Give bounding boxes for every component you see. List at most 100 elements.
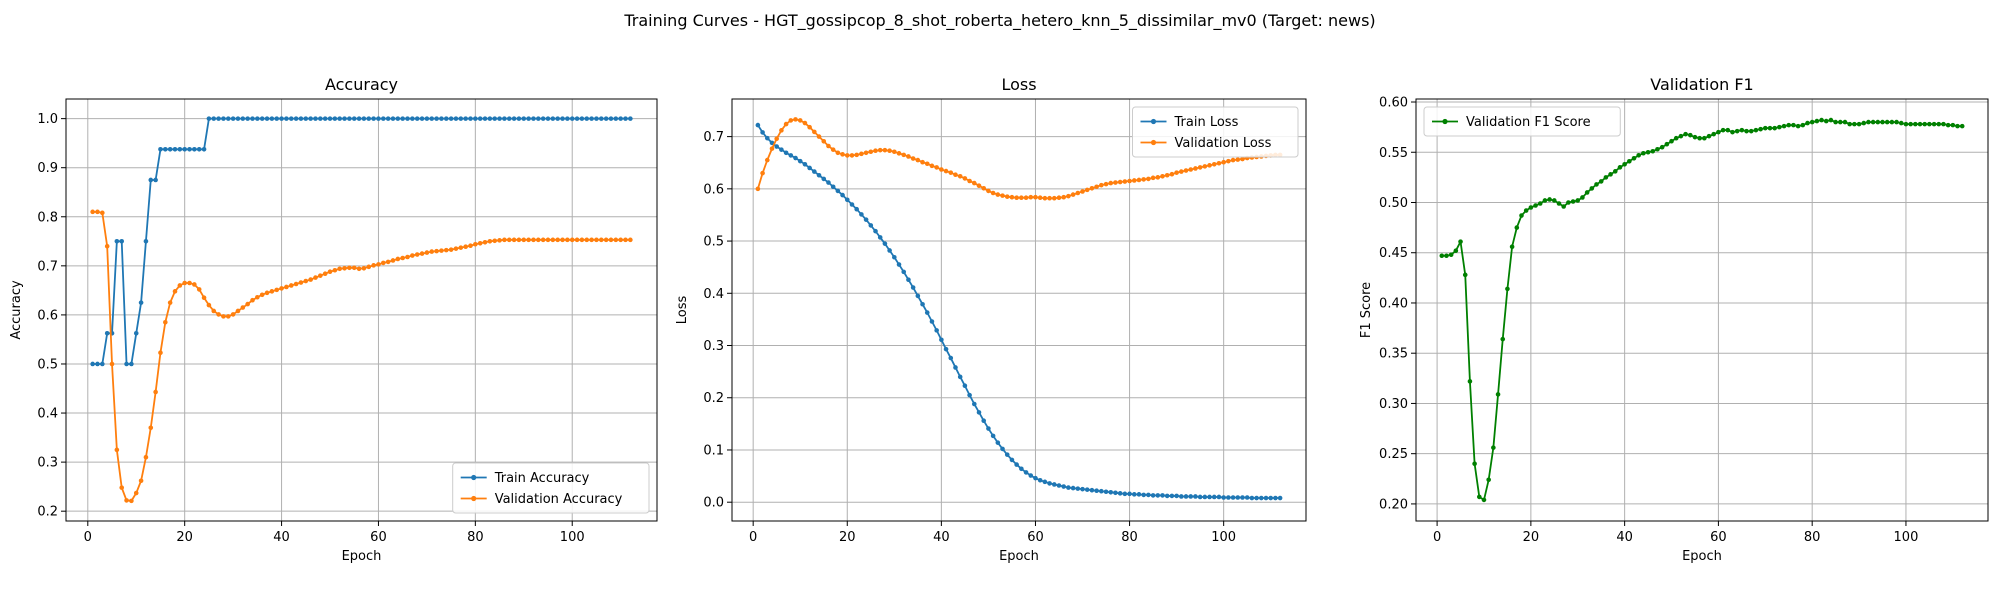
data-point [1202,494,1208,500]
data-point [788,153,794,158]
data-point [1847,121,1852,127]
data-point [225,314,231,319]
data-point [245,116,250,121]
data-point [119,239,125,244]
data-point [574,116,580,121]
legend-marker [471,474,477,481]
data-point [1570,199,1576,204]
data-point [288,116,294,121]
data-point [1458,239,1463,244]
data-point [124,498,129,503]
data-point [1066,485,1071,490]
data-point [1108,489,1114,495]
x-tick-label: 60 [1027,530,1044,545]
y-tick-label: 0.50 [1379,196,1408,211]
data-point [133,490,139,496]
data-point [235,308,241,314]
data-point [1828,117,1834,123]
data-point [1748,128,1754,134]
data-point [1113,490,1118,496]
data-point [230,312,236,317]
data-point [167,147,173,152]
data-point [957,174,963,179]
data-point [1084,487,1090,492]
data-point [1277,495,1283,501]
data-point [279,286,284,291]
data-point [274,116,280,121]
data-point [163,319,168,325]
data-point [414,252,420,257]
data-point [153,177,158,183]
x-axis-label: Epoch [342,549,382,564]
data-point [1164,493,1170,499]
legend: Validation F1 Score [1423,106,1621,137]
data-point [1188,167,1194,172]
data-point [1230,157,1236,163]
data-point [953,365,958,370]
data-point [774,136,779,141]
data-point [1814,118,1820,124]
data-point [873,148,878,154]
data-point [1146,492,1151,498]
data-point [967,178,972,184]
data-point [1763,125,1768,131]
data-point [1150,175,1156,181]
data-point [269,289,275,294]
data-point [594,237,599,243]
y-tick-label: 0.1 [703,443,724,458]
data-point [206,302,212,308]
data-point [187,280,192,286]
data-point [613,237,619,243]
data-point [104,243,110,249]
data-point [1669,138,1674,144]
data-point [395,256,401,262]
data-point [764,157,770,163]
data-point [381,260,386,266]
data-point [1444,253,1449,259]
data-point [216,312,221,317]
data-point [138,300,144,305]
data-point [821,176,827,182]
data-point [1683,131,1688,137]
data-point [1800,122,1806,128]
data-point [293,116,299,121]
data-point [351,116,357,121]
data-point [1603,175,1609,180]
legend: Train Loss Validation Loss [1132,106,1299,158]
data-point [1047,481,1052,486]
data-point [1009,457,1015,463]
data-point [849,153,855,158]
data-point [779,147,784,152]
data-point [177,147,183,152]
data-point [1070,485,1076,491]
data-point [584,237,590,243]
data-point [835,188,841,194]
data-point [1075,190,1081,196]
data-point [332,267,338,273]
data-point [1099,182,1104,188]
data-point [361,116,367,121]
data-point [487,239,493,244]
data-point [487,116,493,121]
data-point [1197,494,1203,500]
data-point [250,116,255,121]
data-point [1509,244,1515,249]
data-point [473,241,478,247]
data-point [303,278,309,284]
data-point [1117,179,1123,185]
data-point [1174,493,1179,499]
data-point [1028,194,1034,200]
data-point [143,454,149,460]
data-point [1547,197,1552,202]
data-point [347,265,352,271]
data-point [574,237,580,243]
data-point [1889,119,1895,125]
data-point [1131,178,1137,183]
data-point [802,161,808,167]
data-point [1941,121,1946,127]
data-point [192,282,197,287]
data-point [1150,493,1156,498]
data-point [1028,473,1034,478]
data-point [1141,492,1146,498]
data-point [555,237,560,243]
